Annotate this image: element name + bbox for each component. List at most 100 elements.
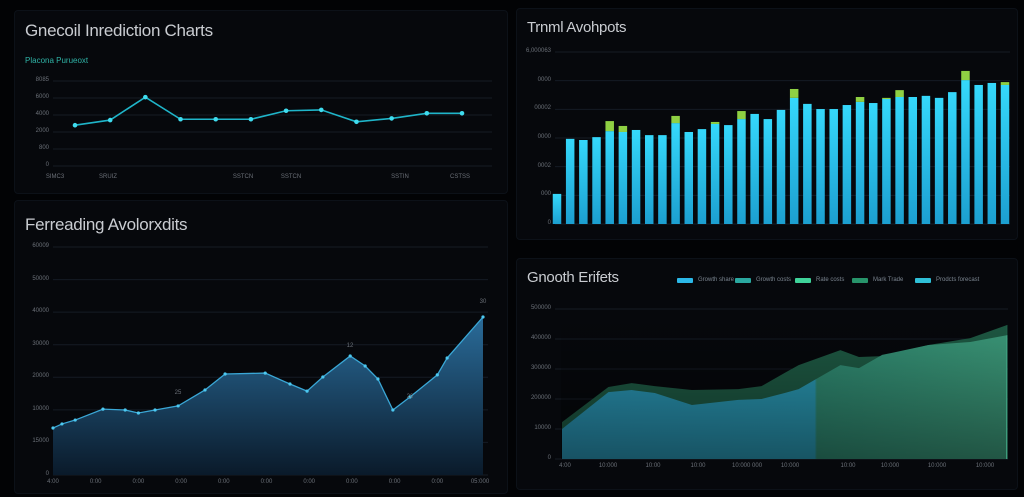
legend-label: Prodcts forecast: [936, 277, 980, 283]
forecast-point: [348, 354, 352, 358]
bar: [789, 97, 799, 224]
forecast-point: [263, 371, 267, 375]
bar-top-segment: [1000, 82, 1010, 85]
y-tick-label: 8085: [35, 77, 49, 83]
prediction-point: [178, 116, 183, 122]
prediction-point: [354, 119, 359, 125]
x-tick-label: 10:000: [880, 463, 900, 469]
prediction-line: [74, 96, 462, 126]
chart-title: Gnooth Erifets: [527, 269, 619, 286]
bar: [908, 97, 918, 224]
x-tick-label: 0:00: [89, 479, 102, 485]
point-label: 12: [346, 343, 354, 349]
forecast-point: [305, 389, 309, 393]
y-tick-label: 4000: [35, 111, 49, 117]
y-tick-label: 10000: [534, 425, 551, 431]
legend-swatch: [852, 277, 868, 283]
x-tick-label: 4:00: [47, 479, 59, 485]
bar: [565, 138, 575, 224]
bar: [961, 80, 970, 225]
x-tick-label: 10:000 000: [732, 463, 763, 469]
x-tick-label: 10:000: [927, 463, 947, 469]
bar: [776, 109, 786, 224]
prediction-point: [389, 116, 394, 121]
forecast-point: [101, 407, 105, 411]
x-tick-label: 10:00: [690, 463, 706, 469]
x-tick-label: 10:000: [780, 463, 800, 469]
x-tick-label: CSTSS: [449, 174, 470, 180]
x-tick-label: 0:00: [388, 479, 401, 485]
point-label: 25: [174, 390, 182, 396]
bar-top-segment: [618, 125, 628, 132]
prediction-point: [72, 122, 78, 128]
x-tick-label: 0:00: [132, 479, 145, 485]
legend-item[interactable]: Growth costs: [735, 277, 791, 283]
bar: [697, 129, 707, 224]
y-tick-label: 50000: [32, 275, 49, 282]
forecast-point: [60, 422, 64, 426]
x-tick-label: 10:000: [598, 463, 618, 469]
bar: [921, 95, 931, 224]
legend-item[interactable]: Mark Trade: [852, 277, 903, 283]
forecast-point: [73, 418, 77, 422]
forecast-point: [481, 315, 485, 319]
legend-item[interactable]: Growth share: [677, 277, 734, 283]
point-label: 30: [479, 299, 487, 305]
x-tick-label: 0:00: [175, 479, 187, 485]
forecast-point: [435, 373, 439, 377]
bar: [868, 103, 878, 224]
bar: [684, 131, 694, 224]
bar: [816, 109, 825, 224]
forecast-point: [288, 382, 292, 386]
prediction-point: [283, 108, 289, 114]
y-tick-label: 0002: [537, 162, 551, 169]
y-tick-label: 0: [547, 220, 551, 226]
y-tick-label: 500000: [530, 305, 551, 311]
legend-item[interactable]: Prodcts forecast: [915, 277, 979, 283]
legend-swatch: [795, 277, 811, 283]
bar: [895, 97, 904, 224]
forecast-point: [123, 408, 127, 412]
bar: [1000, 84, 1010, 224]
x-tick-label: SIMC3: [45, 174, 65, 180]
bar-top-segment: [855, 97, 865, 102]
bar: [803, 103, 812, 224]
forecast-area: [53, 316, 483, 475]
x-tick-label: 0:00: [217, 479, 230, 485]
x-tick-label: 0:00: [431, 479, 444, 485]
bar-top-segment: [789, 88, 799, 98]
y-tick-label: 30000: [32, 340, 49, 347]
bar: [829, 109, 838, 224]
y-tick-label: 0: [547, 455, 551, 461]
y-tick-label: 2000: [35, 128, 49, 134]
legend-label: Growth costs: [756, 277, 792, 283]
bar: [842, 105, 852, 224]
bar-top-segment: [882, 97, 891, 100]
legend-item[interactable]: Rate costs: [795, 277, 844, 283]
x-tick-label: 10:00: [645, 463, 661, 469]
prediction-point: [213, 116, 219, 122]
x-tick-label: 0:00: [346, 479, 358, 485]
forecast-line: [52, 316, 484, 429]
bar: [710, 123, 720, 224]
prediction-point: [248, 116, 254, 122]
y-tick-label: 800: [38, 145, 49, 151]
forecast-point: [223, 372, 227, 376]
bar-top-segment: [895, 90, 904, 98]
bar: [882, 99, 891, 224]
x-tick-label: SSTCN: [232, 174, 254, 180]
legend-swatch: [735, 277, 751, 283]
y-tick-label: 10000: [32, 405, 49, 412]
x-tick-label: 0:00: [303, 479, 316, 485]
bar: [934, 97, 944, 224]
legend-label: Mark Trade: [873, 277, 904, 283]
y-tick-label: 200000: [530, 395, 551, 401]
area-shade: [561, 309, 1006, 459]
forecast-point: [321, 375, 325, 379]
prediction-point: [318, 107, 324, 113]
bar: [631, 129, 641, 224]
bar: [737, 119, 746, 224]
x-tick-label: SSTIN: [391, 174, 409, 180]
y-tick-label: 6000: [35, 94, 49, 100]
